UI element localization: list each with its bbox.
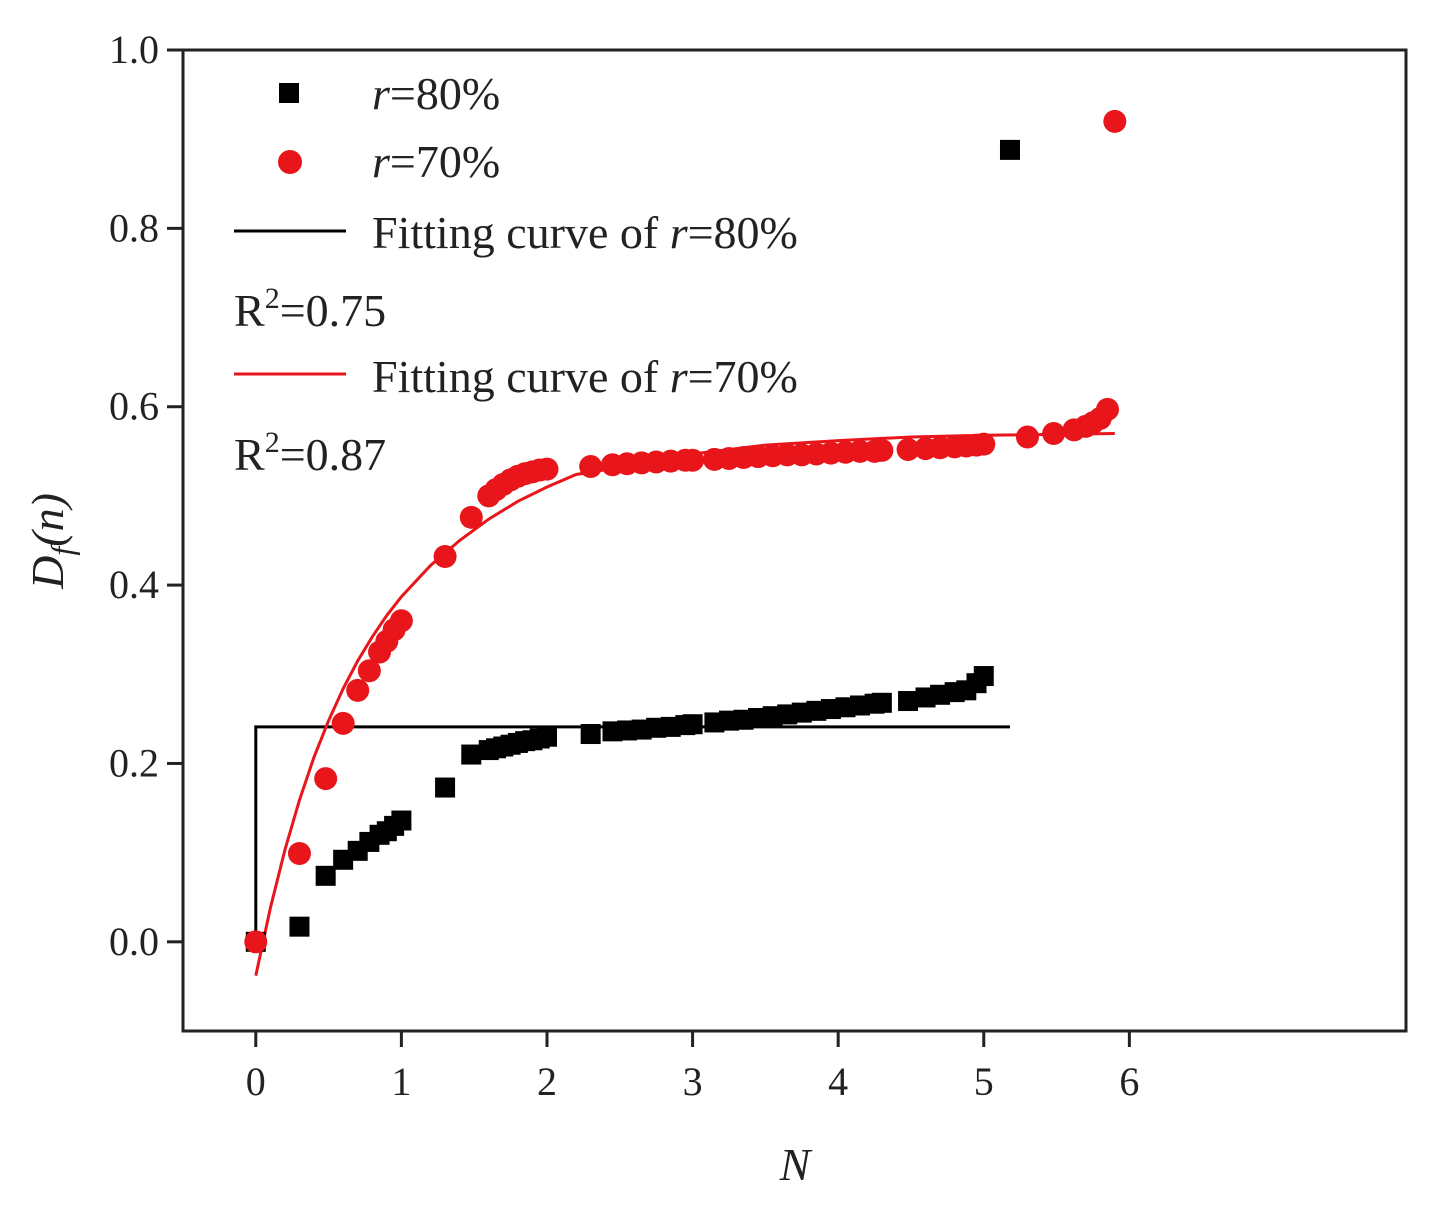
point-r70 bbox=[1096, 397, 1120, 421]
y-axis-title-tail: (n) bbox=[22, 493, 73, 547]
point-r70 bbox=[314, 767, 338, 791]
point-r80 bbox=[536, 726, 557, 747]
point-r70 bbox=[579, 454, 603, 478]
point-r80 bbox=[391, 810, 412, 831]
point-r70 bbox=[357, 659, 381, 683]
x-tick-label: 1 bbox=[391, 1059, 411, 1104]
point-r70 bbox=[459, 505, 483, 529]
y-tick-label: 0.2 bbox=[109, 740, 159, 785]
point-r70 bbox=[870, 438, 894, 462]
point-r70 bbox=[1042, 421, 1066, 445]
point-r70 bbox=[535, 457, 559, 481]
x-tick-label: 6 bbox=[1119, 1059, 1139, 1104]
point-r80 bbox=[580, 724, 601, 745]
point-r70 bbox=[1103, 109, 1127, 133]
x-tick-label: 5 bbox=[974, 1059, 994, 1104]
y-tick-label: 0.0 bbox=[109, 919, 159, 964]
legend-marker-r70 bbox=[278, 150, 302, 174]
r2-label-fit80: R2=0.75 bbox=[234, 282, 386, 336]
point-r80 bbox=[289, 916, 310, 937]
x-axis-title: N bbox=[779, 1139, 813, 1190]
y-tick-label: 0.4 bbox=[109, 562, 159, 607]
y-axis-title: Df(n) bbox=[22, 493, 80, 590]
point-r80 bbox=[999, 139, 1020, 160]
point-r80 bbox=[682, 714, 703, 735]
x-tick-label: 0 bbox=[246, 1059, 266, 1104]
legend-label-r80: r=80% bbox=[372, 68, 500, 119]
legend-label-r70: r=70% bbox=[372, 136, 500, 187]
legend: r=80% r=70% Fitting curve of r=80% R2=0.… bbox=[234, 68, 798, 480]
x-axis-ticks: 0 1 2 3 4 5 6 bbox=[246, 1031, 1139, 1104]
point-r70 bbox=[346, 678, 370, 702]
point-r80 bbox=[315, 865, 336, 886]
point-r70 bbox=[972, 432, 996, 456]
y-tick-label: 1.0 bbox=[109, 27, 159, 72]
point-r80 bbox=[871, 692, 892, 713]
point-r70 bbox=[433, 545, 457, 569]
point-r70 bbox=[287, 842, 311, 866]
x-tick-label: 3 bbox=[683, 1059, 703, 1104]
point-r70 bbox=[896, 438, 920, 462]
y-axis-ticks: 0.0 0.2 0.4 0.6 0.8 1.0 bbox=[109, 27, 183, 964]
legend-label-fit70: Fitting curve of r=70% bbox=[372, 351, 798, 402]
legend-marker-r80 bbox=[279, 83, 299, 103]
point-r70 bbox=[389, 609, 413, 633]
fit-curve-r70 bbox=[254, 432, 1115, 977]
point-r70 bbox=[681, 448, 705, 472]
point-r80 bbox=[435, 777, 456, 798]
y-tick-label: 0.8 bbox=[109, 205, 159, 250]
point-r80 bbox=[461, 744, 482, 765]
x-tick-label: 2 bbox=[537, 1059, 557, 1104]
r2-label-fit70: R2=0.87 bbox=[234, 426, 386, 480]
point-r80 bbox=[973, 666, 994, 687]
plot-frame bbox=[181, 48, 1408, 1033]
point-r80 bbox=[898, 691, 919, 712]
legend-label-fit80: Fitting curve of r=80% bbox=[372, 207, 798, 258]
x-tick-label: 4 bbox=[828, 1059, 848, 1104]
data-points bbox=[244, 109, 1127, 954]
point-r70 bbox=[331, 711, 355, 735]
y-tick-label: 0.6 bbox=[109, 384, 159, 429]
y-axis-title-main: D bbox=[22, 556, 73, 590]
point-r70 bbox=[1015, 425, 1039, 449]
point-r70 bbox=[244, 930, 268, 954]
fitting-curves bbox=[254, 432, 1115, 977]
